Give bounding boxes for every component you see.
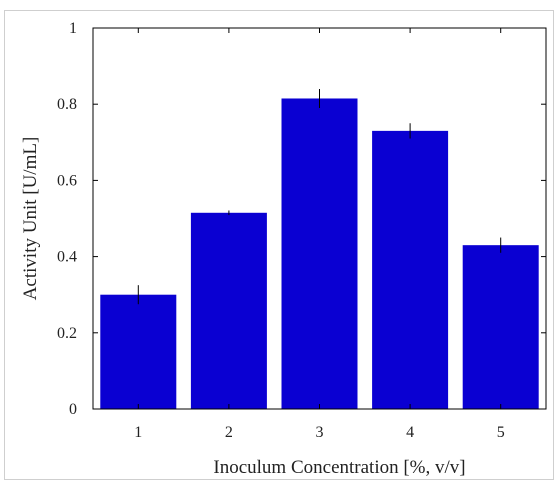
x-tick-label-4: 4 bbox=[406, 424, 414, 441]
bar-5 bbox=[462, 245, 539, 409]
y-tick-label-0: 0 bbox=[69, 401, 77, 418]
x-tick-label-3: 3 bbox=[316, 424, 324, 441]
x-tick-label-2: 2 bbox=[225, 424, 233, 441]
error-bars-group bbox=[137, 88, 502, 305]
x-axis: 1 2 3 4 5 bbox=[134, 28, 505, 441]
y-tick-label-5: 1 bbox=[69, 20, 77, 37]
chart-frame bbox=[4, 10, 554, 480]
x-tick-label-5: 5 bbox=[497, 424, 505, 441]
y-tick-label-3: 0.6 bbox=[57, 172, 77, 189]
x-axis-label: Inoculum Concentration [%, v/v] bbox=[213, 457, 465, 478]
y-axis-label: Activity Unit [U/mL] bbox=[20, 137, 41, 301]
x-tick-label-1: 1 bbox=[134, 424, 142, 441]
bar-2 bbox=[190, 212, 267, 409]
y-tick-label-1: 0.2 bbox=[57, 325, 77, 342]
bar-4 bbox=[372, 130, 449, 409]
bars-group bbox=[100, 98, 539, 410]
y-tick-label-4: 0.8 bbox=[57, 96, 77, 113]
y-axis: 0 0.2 0.4 0.6 0.8 1 bbox=[57, 20, 546, 418]
bar-1 bbox=[100, 294, 177, 409]
bar-3 bbox=[281, 98, 358, 410]
y-tick-label-2: 0.4 bbox=[57, 249, 77, 266]
